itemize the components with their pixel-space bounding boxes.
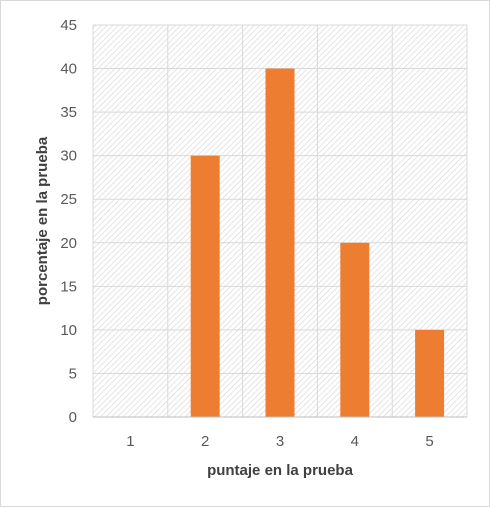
- gridlines: [92, 24, 468, 417]
- bar-5: [415, 329, 445, 417]
- bar-2: [190, 155, 220, 417]
- y-tick-label-25: 25: [60, 191, 77, 208]
- y-tick-label-20: 20: [60, 235, 77, 252]
- y-tick-label-0: 0: [69, 409, 77, 426]
- x-tick-labels: 1 2 3 4 5: [126, 433, 434, 450]
- x-axis-title: puntaje en la prueba: [207, 462, 354, 479]
- y-tick-labels: 0 5 10 15 20 25 30 35 40 45: [60, 17, 77, 426]
- x-tick-label-3: 3: [276, 433, 284, 450]
- y-tick-label-45: 45: [60, 17, 77, 34]
- y-tick-label-35: 35: [60, 104, 77, 121]
- y-tick-label-10: 10: [60, 322, 77, 339]
- y-tick-label-30: 30: [60, 148, 77, 165]
- y-axis-title: porcentaje en la prueba: [34, 136, 51, 305]
- bar-4: [340, 242, 370, 417]
- y-tick-label-15: 15: [60, 278, 77, 295]
- y-tick-label-5: 5: [69, 365, 77, 382]
- x-tick-label-1: 1: [126, 433, 134, 450]
- bar-3: [265, 68, 295, 418]
- bars: [190, 68, 445, 418]
- x-tick-label-4: 4: [351, 433, 359, 450]
- x-tick-label-2: 2: [201, 433, 209, 450]
- x-tick-label-5: 5: [425, 433, 433, 450]
- y-tick-label-40: 40: [60, 61, 77, 78]
